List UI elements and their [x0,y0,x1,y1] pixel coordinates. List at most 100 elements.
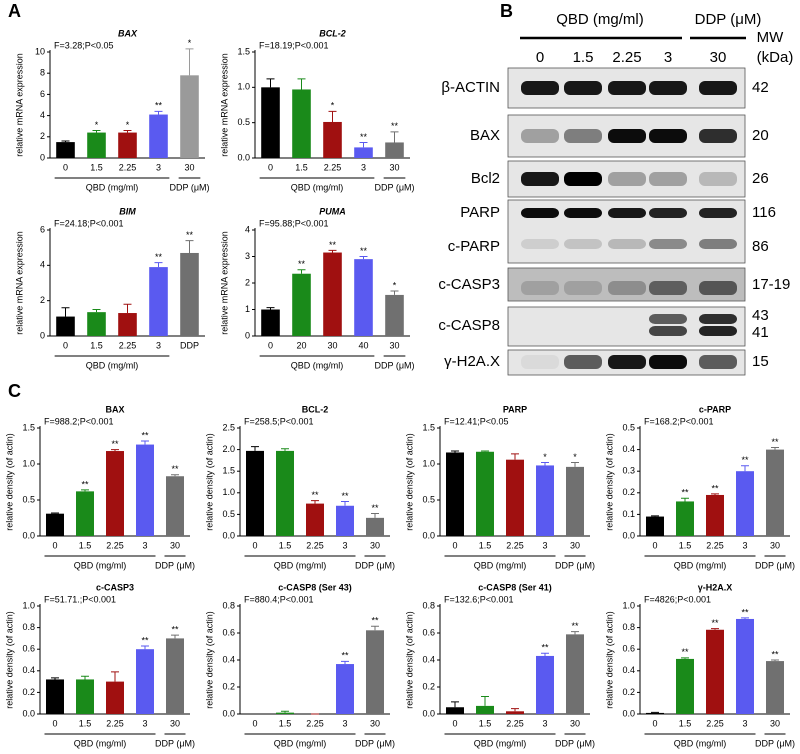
significance: ** [111,439,119,449]
mw-header: (kDa) [757,49,794,66]
bar [354,147,373,158]
stat-label: F=12.41;P<0.05 [444,416,509,426]
x-tick-label: 30 [570,718,580,728]
blot-band [608,281,646,295]
lane-label: 1.5 [573,49,594,66]
bar [336,505,354,536]
blot-band [649,172,687,186]
x-tick-label: 0 [268,340,273,350]
error-bar [681,657,689,659]
lane-label: 0 [536,49,544,66]
y-tick-label: 0.6 [222,627,235,637]
x-tick-label: 1.5 [479,718,492,728]
y-tick-label: 0.6 [422,627,435,637]
panel-letter: B [500,1,513,21]
error-bar [141,645,149,650]
x-tick-label: 3 [156,340,161,350]
error-bar [371,625,379,631]
significance: * [188,38,192,48]
x-tick-label: 1.5 [90,340,103,350]
group-label: QBD (mg/ml) [86,360,139,370]
blot-band [521,129,559,143]
error-bar [511,708,519,712]
mw-label: 26 [752,170,769,187]
significance: * [126,120,130,130]
blot-band [699,355,737,369]
group-label: DDP (μM) [555,560,595,570]
significance: ** [571,621,579,631]
y-tick-label: 0.8 [622,622,635,632]
significance: ** [329,240,337,250]
error-bar [541,462,549,466]
blot-band [608,81,646,95]
error-bar [51,677,59,680]
y-tick-label: 6 [40,224,45,234]
stat-label: F=24.18;P<0.001 [54,218,124,228]
blot-band [564,81,602,95]
y-axis-label: relative density (of actin) [604,611,614,709]
blot-band [521,239,559,249]
blot-band [521,281,559,295]
group-label: QBD (mg/ml) [674,738,727,748]
bar [646,516,664,536]
x-tick-label: 2.25 [106,718,124,728]
bar [506,459,524,536]
x-tick-label: 3 [342,540,347,550]
y-tick-label: 8 [40,68,45,78]
group-label: QBD (mg/ml) [674,560,727,570]
error-bar [651,515,659,517]
y-tick-label: 2.0 [222,444,235,454]
blot-band [564,281,602,295]
bar [136,649,154,714]
bar [56,142,75,158]
y-tick-label: 1.5 [237,46,250,56]
error-bar [297,78,306,90]
blot-band [699,239,737,249]
x-tick-label: 2.25 [119,340,137,350]
y-tick-label: 0.0 [222,708,235,718]
group-label: QBD (mg/ml) [291,360,344,370]
x-tick-label: 1.5 [479,540,492,550]
y-tick-label: 0.3 [622,466,635,476]
error-bar [771,659,779,662]
significance: ** [371,503,379,513]
significance: ** [681,647,689,657]
mw-label: 41 [752,324,769,341]
error-bar [111,449,119,452]
blot-band [521,81,559,95]
bar [706,494,724,536]
error-bar [185,48,194,76]
x-tick-label: 30 [389,340,399,350]
blot-band [649,239,687,249]
error-bar [154,262,163,268]
y-tick-label: 1.0 [237,82,250,92]
y-tick-label: 0.0 [422,708,435,718]
bar [261,87,280,158]
bar [566,634,584,714]
x-tick-label: 2.25 [324,162,342,172]
chart-title: BCL-2 [319,28,346,38]
y-tick-label: 0.4 [22,665,35,675]
x-tick-label: 0 [63,162,68,172]
error-bar [251,446,259,451]
bar [180,75,199,158]
error-bar [681,497,689,502]
y-tick-label: 0.5 [237,117,250,127]
y-tick-label: 1.0 [622,600,635,610]
x-tick-label: 3 [156,162,161,172]
chart-title: c-CASP3 [96,582,134,592]
bar [46,679,64,714]
bar [766,661,784,714]
x-tick-label: 1.5 [679,718,692,728]
x-tick-label: 3 [142,540,147,550]
y-axis-label: relative density (of actin) [604,433,614,531]
stat-label: F=3.28;P<0.05 [54,40,114,50]
error-bar [81,489,89,492]
x-tick-label: 0 [63,340,68,350]
y-tick-label: 1 [245,304,250,314]
blot-band [608,239,646,249]
x-tick-label: 40 [358,340,368,350]
y-tick-label: 0.0 [622,530,635,540]
y-tick-label: 0.8 [222,600,235,610]
